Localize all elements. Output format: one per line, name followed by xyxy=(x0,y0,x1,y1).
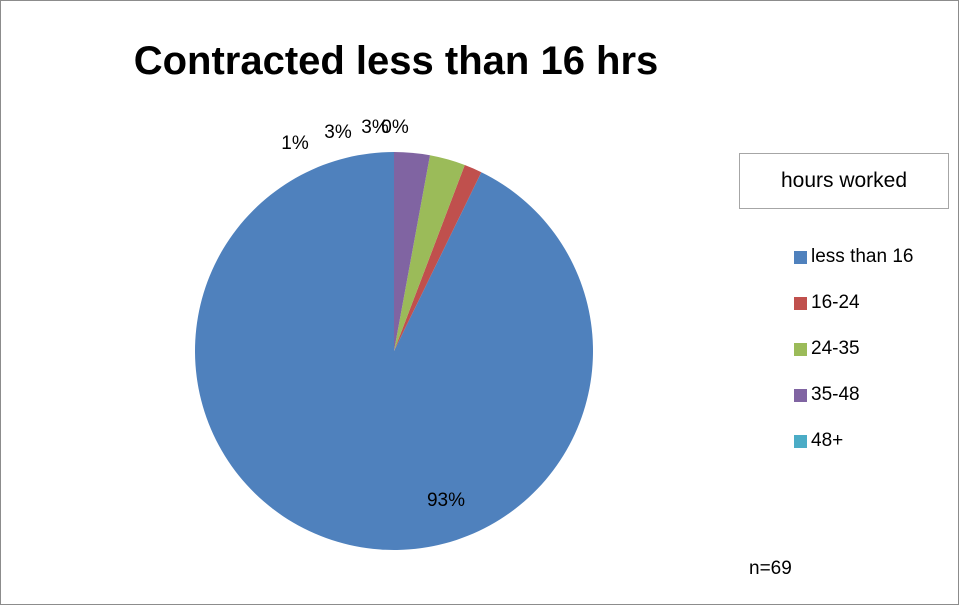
legend-item: 48+ xyxy=(794,429,913,453)
legend-item: 16-24 xyxy=(794,291,913,315)
legend-label: 24-35 xyxy=(811,338,860,359)
legend-item: 24-35 xyxy=(794,337,913,361)
legend-label: 35-48 xyxy=(811,384,860,405)
pie-data-label: 3% xyxy=(324,122,352,143)
pie-data-label: 1% xyxy=(281,133,309,154)
legend: less than 16 16-24 24-35 35-48 48+ xyxy=(794,245,913,475)
pie-data-label: 3% xyxy=(361,117,389,138)
legend-label: less than 16 xyxy=(811,246,914,267)
legend-label: 16-24 xyxy=(811,292,860,313)
legend-swatch xyxy=(794,296,807,310)
pie-slice xyxy=(394,165,482,351)
legend-item: less than 16 xyxy=(794,245,913,269)
pie-slice xyxy=(394,152,430,351)
legend-swatch xyxy=(794,434,807,448)
legend-swatch xyxy=(794,388,807,402)
sample-size-note: n=69 xyxy=(749,558,792,579)
pie-data-label: 0% xyxy=(381,117,409,138)
legend-swatch xyxy=(794,250,807,264)
pie-data-label: 93% xyxy=(427,490,465,511)
pie-slice xyxy=(394,155,465,351)
legend-swatch xyxy=(794,342,807,356)
legend-item: 35-48 xyxy=(794,383,913,407)
chart-title: Contracted less than 16 hrs xyxy=(133,39,659,83)
legend-label: 48+ xyxy=(811,430,844,451)
legend-title: hours worked xyxy=(739,153,949,209)
